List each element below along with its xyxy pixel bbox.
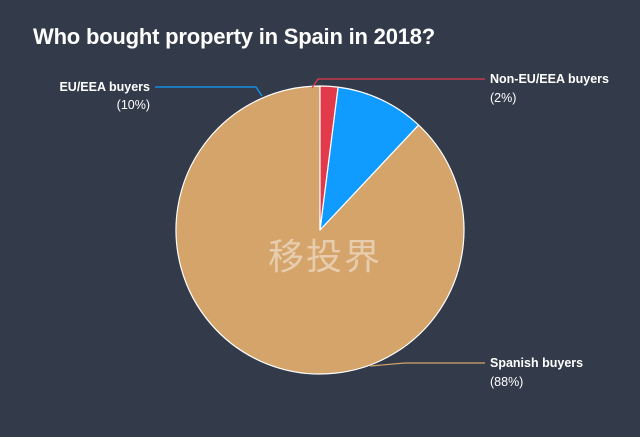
pie-slice-eu-eea-buyers — [319, 86, 420, 231]
slice-percent-eu-eea-buyers: (10%) — [117, 98, 150, 112]
slice-label-spanish-buyers: Spanish buyers — [490, 356, 583, 370]
slice-percent-spanish-buyers: (88%) — [490, 375, 523, 389]
leader-line-non-eu-eea-buyers — [311, 78, 485, 89]
slice-percent-non-eu-eea-buyers: (2%) — [490, 91, 516, 105]
slice-label-non-eu-eea-buyers: Non-EU/EEA buyers — [490, 72, 609, 86]
pie-slice-non-eu-eea-buyers — [319, 85, 339, 231]
chart-title: Who bought property in Spain in 2018? — [33, 24, 436, 49]
leader-line-spanish-buyers — [369, 362, 485, 367]
leader-line-eu-eea-buyers — [155, 86, 263, 97]
pie-slice-spanish-buyers — [175, 85, 465, 375]
slice-label-eu-eea-buyers: EU/EEA buyers — [59, 80, 150, 94]
watermark-text: 移投界 — [268, 237, 383, 278]
